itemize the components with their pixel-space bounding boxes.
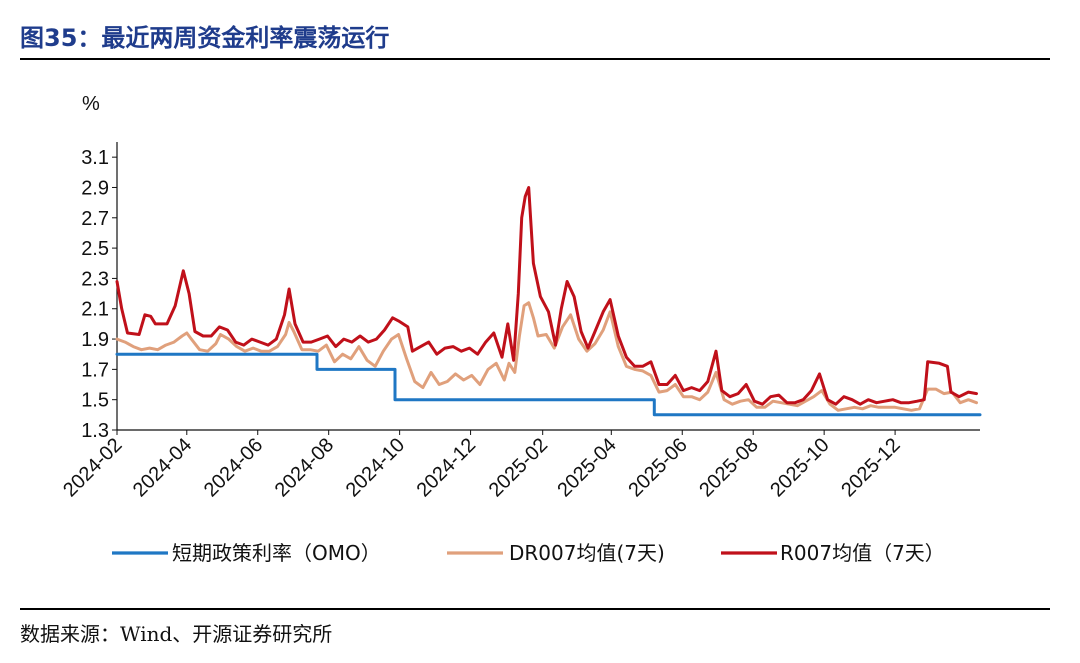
- y-tick-label: 2.3: [81, 268, 109, 290]
- legend-label: 短期政策利率（OMO）: [172, 541, 381, 565]
- x-tick-label: 2024-02: [59, 434, 126, 501]
- y-axis-unit-label: %: [82, 93, 100, 115]
- x-tick-label: 2024-10: [342, 434, 409, 501]
- top-rule: [20, 58, 1050, 60]
- x-tick-label: 2024-04: [129, 434, 196, 501]
- x-tick-label: 2024-06: [200, 434, 267, 501]
- x-tick-label: 2025-06: [624, 434, 691, 501]
- series-line-r007: [115, 186, 978, 406]
- y-tick-label: 2.9: [81, 177, 109, 199]
- series-line-omo: [115, 352, 982, 417]
- y-tick-label: 2.1: [81, 299, 109, 321]
- y-tick-label: 3.1: [81, 147, 109, 169]
- y-tick-label: 1.9: [81, 329, 109, 351]
- legend-label: DR007均值(7天): [509, 541, 665, 565]
- series-layer: [115, 186, 982, 417]
- x-tick-label: 2025-08: [695, 434, 762, 501]
- legend: 短期政策利率（OMO） DR007均值(7天) R007均值（7天）: [112, 541, 945, 565]
- source-note: 数据来源：Wind、开源证券研究所: [20, 622, 333, 646]
- y-tick-label: 1.5: [81, 390, 109, 412]
- x-tick-label: 2024-12: [413, 434, 480, 501]
- y-tick-label: 2.5: [81, 238, 109, 260]
- y-tick-label: 2.7: [81, 208, 109, 230]
- x-tick-label: 2024-08: [271, 434, 338, 501]
- series-line-dr007: [115, 301, 978, 412]
- x-tick-label: 2025-12: [837, 434, 904, 501]
- x-tick-label: 2025-10: [766, 434, 833, 501]
- bottom-rule: [20, 608, 1050, 610]
- x-tick-label: 2025-04: [553, 434, 620, 501]
- y-tick-label: 1.3: [81, 420, 109, 442]
- x-tick-label: 2025-02: [485, 434, 552, 501]
- legend-label: R007均值（7天）: [780, 541, 945, 565]
- y-tick-label: 1.7: [81, 359, 109, 381]
- figure-title: 图35：最近两周资金利率震荡运行: [20, 24, 390, 52]
